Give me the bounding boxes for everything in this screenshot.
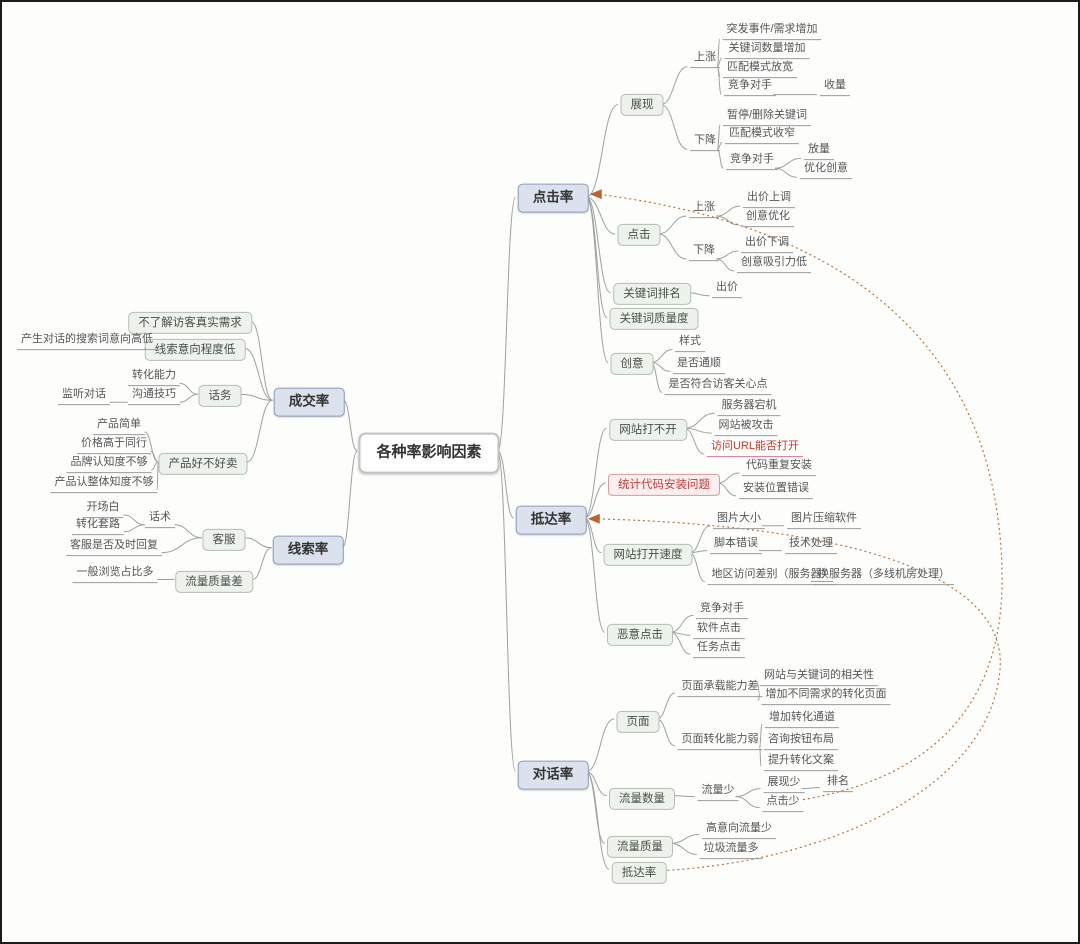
mindmap-node-d4c[interactable]: 品牌认知度不够 — [66, 455, 152, 473]
mindmap-node-a3a[interactable]: 图片大小 — [713, 511, 765, 529]
mindmap-node-a1[interactable]: 网站打不开 — [609, 418, 687, 442]
mindmap-node-p4[interactable]: 抵达率 — [611, 861, 667, 885]
mindmap-node-c1b3[interactable]: 竞争对手 — [726, 152, 778, 170]
relationship-arrowhead — [589, 189, 602, 200]
mindmap-node-a2[interactable]: 统计代码安装问题 — [608, 473, 720, 497]
mindmap-node-c5a[interactable]: 样式 — [675, 334, 705, 352]
mindmap-node-chat[interactable]: 对话率 — [517, 760, 589, 790]
mindmap-node-c2b1[interactable]: 出价下调 — [741, 235, 793, 253]
mindmap-node-d3b[interactable]: 沟通技巧 — [128, 387, 180, 405]
mindmap-node-l1[interactable]: 客服 — [202, 528, 246, 552]
mindmap-node-l2a[interactable]: 一般浏览占比多 — [72, 565, 158, 583]
mindmap-node-p2[interactable]: 流量数量 — [609, 787, 675, 811]
mindmap-node-p1a[interactable]: 页面承载能力差 — [677, 679, 763, 697]
relationship-line-arrival-sub-to-arrival-rate — [595, 518, 1001, 871]
mindmap-node-c1a[interactable]: 上涨 — [690, 50, 720, 68]
mindmap-node-c2b2[interactable]: 创意吸引力低 — [737, 255, 811, 273]
mindmap-node-c1a2[interactable]: 关键词数量增加 — [724, 41, 810, 59]
mindmap-node-l1a2[interactable]: 转化套路 — [72, 517, 124, 535]
mindmap-node-p3b[interactable]: 垃圾流量多 — [699, 841, 763, 859]
mindmap-node-c1[interactable]: 展现 — [620, 93, 664, 117]
mindmap-node-a1a[interactable]: 服务器宕机 — [717, 398, 781, 416]
mindmap-node-c3[interactable]: 关键词排名 — [613, 282, 691, 306]
mindmap-node-p2a2[interactable]: 点击少 — [762, 794, 804, 812]
mindmap-node-p1b3[interactable]: 提升转化文案 — [764, 753, 838, 771]
mindmap-node-c1b[interactable]: 下降 — [690, 133, 720, 151]
mindmap-node-c2a[interactable]: 上涨 — [689, 200, 719, 218]
mindmap-node-c1b3b[interactable]: 优化创意 — [800, 161, 852, 179]
mindmap-node-a3b1[interactable]: 技术处理 — [785, 536, 837, 554]
mindmap-node-c1a4[interactable]: 竞争对手 — [724, 78, 776, 96]
mindmap-node-l1a1[interactable]: 开场白 — [82, 500, 124, 518]
mindmap-node-a4c[interactable]: 任务点击 — [693, 640, 745, 658]
mindmap-node-p3[interactable]: 流量质量 — [607, 835, 673, 859]
mindmap-node-a3[interactable]: 网站打开速度 — [603, 543, 693, 567]
mindmap-node-l1a[interactable]: 话术 — [145, 510, 175, 528]
mindmap-node-d4a[interactable]: 产品简单 — [93, 417, 145, 435]
mindmap-node-lead[interactable]: 线索率 — [272, 535, 344, 565]
mindmap-node-d4b[interactable]: 价格高于同行 — [77, 436, 151, 454]
mindmap-node-a3a1[interactable]: 图片压缩软件 — [787, 511, 861, 529]
mindmap-node-p2a[interactable]: 流量少 — [697, 783, 739, 801]
mindmap-node-d2a[interactable]: 产生对话的搜索词意向高低 — [17, 332, 157, 350]
mindmap-node-p1a1[interactable]: 网站与关键词的相关性 — [760, 668, 878, 686]
central-topic[interactable]: 各种率影响因素 — [358, 432, 500, 474]
mindmap-node-p1b2[interactable]: 咨询按钮布局 — [764, 732, 838, 750]
mindmap-node-arrive[interactable]: 抵达率 — [515, 505, 587, 535]
mindmap-node-d2[interactable]: 线索意向程度低 — [144, 338, 246, 362]
mindmap-node-a4a[interactable]: 竞争对手 — [696, 601, 748, 619]
mindmap-node-d3a[interactable]: 转化能力 — [128, 368, 180, 386]
mindmap-node-a2a[interactable]: 代码重复安装 — [742, 458, 816, 476]
mindmap-node-d3[interactable]: 话务 — [198, 384, 242, 408]
mindmap-node-a3c[interactable]: 地区访问差别（服务器） — [707, 567, 837, 585]
mindmap-node-d4[interactable]: 产品好不好卖 — [158, 452, 248, 476]
mindmap-node-deal[interactable]: 成交率 — [273, 387, 345, 417]
mindmap-node-a4[interactable]: 恶意点击 — [607, 623, 673, 647]
mindmap-node-p1b[interactable]: 页面转化能力弱 — [677, 732, 763, 750]
mindmap-node-p1b1[interactable]: 增加转化通道 — [765, 710, 839, 728]
mindmap-node-c3a[interactable]: 出价 — [712, 280, 742, 298]
mindmap-node-c5[interactable]: 创意 — [610, 352, 654, 376]
mindmap-node-l2[interactable]: 流量质量差 — [175, 570, 253, 594]
mindmap-node-a3b[interactable]: 脚本错误 — [710, 536, 762, 554]
mindmap-node-p2a1[interactable]: 展现少 — [763, 775, 805, 793]
mindmap-node-c2[interactable]: 点击 — [617, 223, 661, 247]
mindmap-node-p1[interactable]: 页面 — [616, 710, 660, 734]
mindmap-node-c4[interactable]: 关键词质量度 — [609, 307, 699, 331]
mindmap-node-a4b[interactable]: 软件点击 — [693, 621, 745, 639]
mindmap-node-c5b[interactable]: 是否通顺 — [673, 356, 725, 374]
mindmap-node-c1b2[interactable]: 匹配模式收窄 — [725, 126, 799, 144]
mindmap-node-d1[interactable]: 不了解访客真实需求 — [128, 311, 252, 335]
mindmap-node-c1b3a[interactable]: 放量 — [804, 142, 834, 160]
mindmap-node-c2a1[interactable]: 出价上调 — [743, 190, 795, 208]
mindmap-node-a3c1[interactable]: 换服务器（多线机房处理） — [814, 567, 954, 585]
mindmap-node-p3a[interactable]: 高意向流量少 — [702, 821, 776, 839]
mindmap-node-c1a4a[interactable]: 收量 — [820, 78, 850, 96]
mindmap-node-a1b[interactable]: 网站被攻击 — [714, 418, 778, 436]
mindmap-node-c5c[interactable]: 是否符合访客关心点 — [664, 377, 772, 395]
mindmap-node-c1a1[interactable]: 突发事件/需求增加 — [722, 22, 822, 40]
mindmap-node-p1a2[interactable]: 增加不同需求的转化页面 — [761, 687, 891, 705]
mindmap-node-c1b1[interactable]: 暂停/删除关键词 — [722, 108, 812, 126]
mindmap-node-p2a1a[interactable]: 排名 — [823, 774, 853, 792]
relationship-arrowhead — [587, 513, 600, 524]
mindmap-node-a1c[interactable]: 访问URL能否打开 — [706, 439, 804, 457]
mindmap-node-c2b[interactable]: 下降 — [689, 243, 719, 261]
mindmap-node-a2b[interactable]: 安装位置错误 — [739, 481, 813, 499]
mindmap-node-c2a2[interactable]: 创意优化 — [742, 209, 794, 227]
mindmap-node-d3c[interactable]: 监听对话 — [58, 387, 110, 405]
mindmap-node-l1b[interactable]: 客服是否及时回复 — [66, 538, 162, 556]
mindmap-node-ctr[interactable]: 点击率 — [517, 183, 589, 213]
mindmap-node-d4d[interactable]: 产品认整体知度不够 — [50, 475, 158, 493]
mindmap-node-c1a3[interactable]: 匹配模式放宽 — [723, 60, 797, 78]
